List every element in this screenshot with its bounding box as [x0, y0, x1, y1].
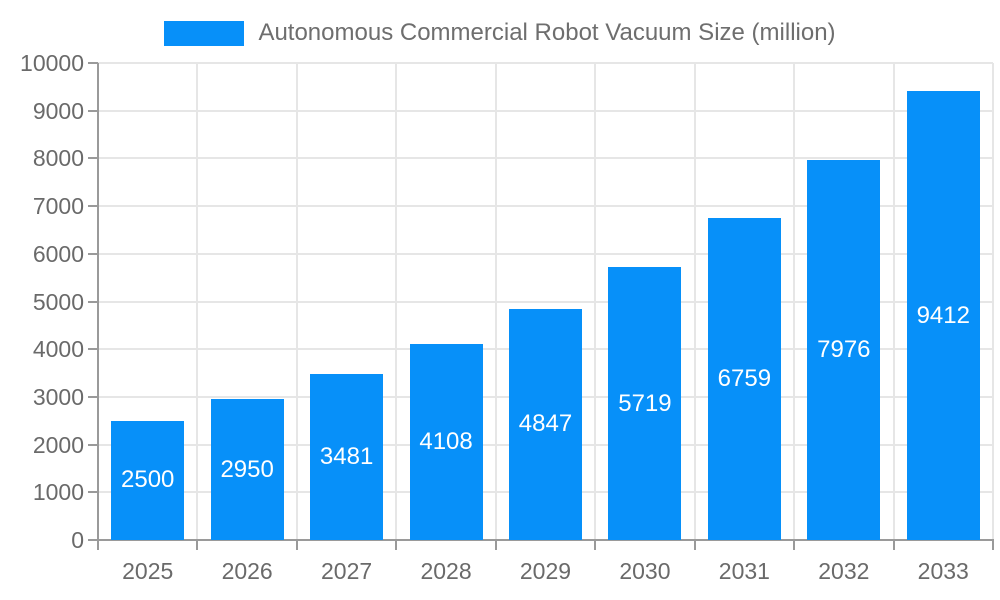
gridline-horizontal	[98, 205, 993, 208]
x-axis-tick	[992, 540, 994, 550]
y-axis-tick	[88, 491, 98, 494]
bar-value-label: 4847	[518, 410, 573, 438]
x-axis-tick	[97, 540, 99, 550]
y-axis-tick-label: 4000	[32, 336, 84, 363]
gridline-vertical	[793, 63, 796, 540]
gridline-horizontal	[98, 62, 993, 64]
bar-2029[interactable]: 4847	[509, 308, 582, 540]
legend[interactable]: Autonomous Commercial Robot Vacuum Size …	[0, 19, 1000, 47]
gridline-vertical	[992, 63, 994, 540]
bar-2028[interactable]: 4108	[409, 344, 483, 540]
gridline-vertical	[196, 63, 199, 540]
y-axis-tick-label: 6000	[32, 240, 84, 267]
y-axis-tick-label: 2000	[32, 431, 84, 458]
y-axis-tick-label: 7000	[32, 193, 84, 220]
x-axis-tick-label: 2028	[420, 558, 472, 584]
y-axis-tick	[88, 443, 98, 446]
x-axis-tick-label: 2029	[519, 558, 572, 584]
x-axis-tick	[196, 540, 199, 550]
bar-2030[interactable]: 5719	[608, 267, 682, 540]
bar-value-label: 2500	[121, 466, 175, 494]
bar-2027[interactable]: 3481	[310, 373, 384, 540]
gridline-vertical	[395, 63, 398, 540]
x-axis-line	[97, 539, 994, 541]
x-axis-tick-label: 2033	[917, 558, 969, 584]
y-axis-tick	[88, 109, 98, 112]
y-axis-tick-label: 1000	[32, 479, 84, 506]
x-axis-tick	[494, 540, 497, 550]
legend-swatch-icon	[164, 20, 245, 46]
gridline-vertical	[594, 63, 597, 540]
bar-value-label: 4108	[419, 428, 473, 456]
gridline-horizontal	[98, 300, 993, 303]
bar-value-label: 5719	[618, 389, 672, 417]
x-axis-tick	[892, 540, 895, 550]
gridline-horizontal	[98, 252, 993, 255]
bar-2032[interactable]: 7976	[807, 159, 881, 540]
legend-label: Autonomous Commercial Robot Vacuum Size …	[258, 19, 836, 46]
y-axis-tick	[88, 348, 98, 351]
bar-2031[interactable]: 6759	[707, 217, 781, 540]
gridline-horizontal	[98, 157, 993, 160]
gridline-horizontal	[98, 109, 993, 112]
y-axis-tick-label: 8000	[32, 145, 84, 172]
gridline-vertical	[693, 63, 696, 540]
x-axis-tick	[395, 540, 398, 550]
gridline-vertical	[295, 63, 298, 540]
x-axis-tick	[295, 540, 298, 550]
x-axis-tick	[693, 540, 696, 550]
y-axis-line	[97, 63, 99, 541]
y-axis-tick	[88, 300, 98, 303]
y-axis-tick	[88, 62, 98, 64]
gridline-vertical	[494, 63, 497, 540]
y-axis-tick-label: 10000	[20, 50, 84, 76]
y-axis-tick-label: 0	[71, 527, 84, 553]
x-axis-tick-label: 2031	[718, 558, 770, 584]
bar-value-label: 3481	[319, 442, 374, 470]
y-axis-tick	[88, 395, 98, 398]
bar-2033[interactable]: 9412	[906, 91, 980, 540]
y-axis-tick	[88, 157, 98, 160]
x-axis-tick-label: 2027	[321, 558, 373, 584]
y-axis-tick-label: 9000	[32, 97, 84, 124]
y-axis-tick	[88, 252, 98, 255]
x-axis-tick-label: 2026	[221, 558, 273, 584]
bar-2026[interactable]: 2950	[210, 399, 284, 540]
x-axis-tick-label: 2025	[122, 558, 174, 584]
y-axis-tick	[88, 205, 98, 208]
bar-value-label: 6759	[717, 364, 772, 392]
y-axis-tick	[88, 539, 98, 541]
x-axis-tick-label: 2030	[619, 558, 671, 584]
bar-value-label: 2950	[220, 455, 274, 483]
gridline-vertical	[892, 63, 895, 540]
x-axis-tick-label: 2032	[818, 558, 870, 584]
x-axis-tick	[594, 540, 597, 550]
x-axis-tick	[793, 540, 796, 550]
y-axis-tick-label: 3000	[32, 383, 84, 410]
bar-value-label: 7976	[817, 335, 871, 363]
bar-value-label: 9412	[916, 301, 970, 329]
bar-2025[interactable]: 2500	[111, 420, 185, 540]
y-axis-tick-label: 5000	[32, 288, 84, 315]
